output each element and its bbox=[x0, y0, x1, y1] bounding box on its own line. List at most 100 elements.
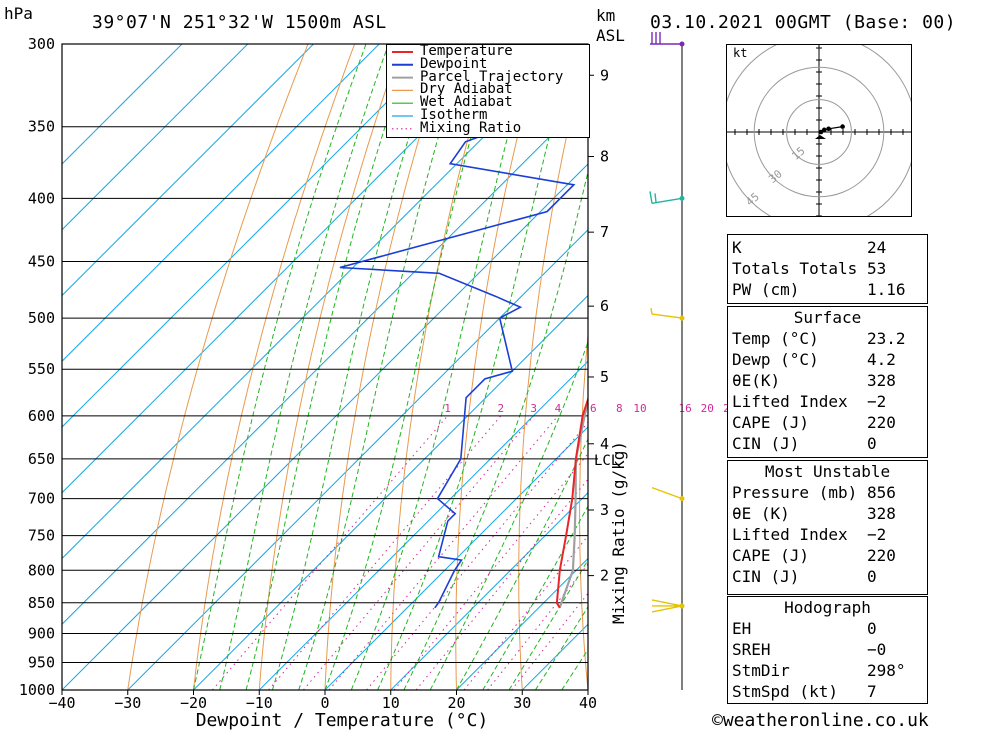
dry-adiabat-line bbox=[639, 35, 683, 690]
table-row: StmSpd (kt) 7 bbox=[728, 681, 927, 702]
isotherm-line bbox=[456, 557, 588, 690]
row-value: −2 bbox=[867, 392, 887, 411]
temperature-line bbox=[555, 396, 588, 609]
isotherm-line bbox=[258, 360, 588, 690]
row-value: 0 bbox=[867, 619, 877, 638]
row-value: 23.2 bbox=[867, 329, 906, 348]
pressure-tick-label: 400 bbox=[28, 189, 55, 207]
mixing-ratio-line bbox=[393, 452, 588, 690]
hodograph-ring-label: 15 bbox=[789, 144, 808, 162]
row-label: Lifted Index bbox=[732, 392, 848, 411]
pressure-tick-label: 300 bbox=[28, 35, 55, 53]
row-value: −2 bbox=[867, 525, 887, 544]
row-label: StmSpd (kt) bbox=[732, 682, 838, 701]
pressure-tick-label: 800 bbox=[28, 561, 55, 579]
wet-adiabat-line bbox=[377, 44, 574, 690]
row-value: −0 bbox=[867, 640, 887, 659]
parcel-trajectory-line bbox=[558, 398, 588, 609]
row-value: 4.2 bbox=[867, 350, 896, 369]
dry-adiabat-line bbox=[193, 44, 356, 690]
temperature-tick-label: −30 bbox=[114, 694, 141, 712]
dry-adiabat-line bbox=[579, 329, 588, 690]
mixing-ratio-label: 1 bbox=[444, 402, 451, 415]
wet-adiabat-line bbox=[429, 340, 588, 690]
isotherm-line bbox=[62, 44, 183, 165]
hodograph-point bbox=[818, 129, 824, 135]
hodograph-point bbox=[826, 126, 831, 132]
lcl-label: LCL bbox=[594, 453, 619, 469]
most-unstable-table: Pressure (mb) 856 θE (K) 328 Lifted Index −2 C… bbox=[728, 482, 927, 587]
dry-adiabat-line bbox=[390, 44, 495, 690]
hodograph-ring bbox=[786, 99, 852, 165]
station-location: 39°07'N 251°32'W 1500m ASL bbox=[92, 12, 387, 33]
credit-link[interactable]: ©weatheronline.co.uk bbox=[712, 710, 929, 731]
row-value: 328 bbox=[867, 371, 896, 390]
temperature-tick-label: 0 bbox=[320, 694, 329, 712]
temperature-tick-label: 40 bbox=[579, 694, 597, 712]
isotherm-line bbox=[62, 44, 314, 297]
height-tick-label: 9 bbox=[600, 66, 609, 84]
row-label: Temp (°C) bbox=[732, 329, 819, 348]
hodograph-unit: kt bbox=[733, 46, 748, 60]
pressure-tick-label: 500 bbox=[28, 309, 55, 327]
row-label: Dewp (°C) bbox=[732, 350, 819, 369]
row-value: 7 bbox=[867, 682, 877, 701]
row-value: 53 bbox=[867, 259, 887, 278]
row-value: 0 bbox=[867, 567, 877, 586]
legend-item: Isotherm bbox=[420, 106, 488, 123]
temperature-tick-label: −10 bbox=[246, 694, 273, 712]
dry-adiabat-line bbox=[127, 44, 309, 690]
background-lines bbox=[62, 35, 1000, 690]
most-unstable-box: Most Unstable Pressure (mb) 856 θE (K) 328 L… bbox=[727, 460, 928, 595]
temperature-tick-label: −40 bbox=[48, 694, 75, 712]
hodograph-point bbox=[821, 127, 827, 133]
wet-adiabat-line bbox=[403, 169, 588, 690]
dry-adiabat-line bbox=[958, 35, 1000, 690]
mixing-ratio-line bbox=[268, 415, 502, 690]
table-row: θE (K) 328 bbox=[728, 503, 927, 524]
mixing-ratio-label: 3 bbox=[530, 402, 537, 415]
legend-swatches bbox=[392, 51, 413, 130]
mixing-ratio-label: 2 bbox=[497, 402, 504, 415]
isotherm-line bbox=[62, 44, 380, 362]
isotherm-line bbox=[62, 44, 577, 560]
pressure-tick-label: 1000 bbox=[19, 681, 55, 699]
mixing-ratio-line bbox=[212, 415, 448, 690]
pressure-tick-label: 350 bbox=[28, 118, 55, 136]
plot-frame bbox=[61, 43, 589, 691]
isotherm-line bbox=[62, 44, 446, 428]
hodograph-stats-title: Hodograph bbox=[784, 598, 871, 617]
temperature-tick-labels: −40 −30 −20 −10 0 10 20 30 40 bbox=[48, 690, 597, 712]
dry-adiabat-line bbox=[258, 44, 402, 690]
x-axis-label: Dewpoint / Temperature (°C) bbox=[196, 710, 489, 731]
isotherm-line bbox=[62, 44, 249, 231]
mixing-ratio-label: 10 bbox=[633, 402, 646, 415]
row-label: Lifted Index bbox=[732, 525, 848, 544]
height-tick-label: 5 bbox=[600, 368, 609, 386]
mixing-ratio-labels: 12346810162025 bbox=[444, 402, 736, 415]
row-label: StmDir bbox=[732, 661, 790, 680]
wind-barb bbox=[651, 486, 683, 500]
table-row: PW (cm) 1.16 bbox=[728, 279, 927, 300]
pressure-tick-label: 950 bbox=[28, 653, 55, 671]
row-label: SREH bbox=[732, 640, 771, 659]
wet-adiabat-line bbox=[271, 44, 439, 690]
table-row: CIN (J) 0 bbox=[728, 566, 927, 587]
isotherm-line bbox=[62, 163, 588, 690]
height-tick-label: 4 bbox=[600, 435, 609, 453]
storm-motion-marker bbox=[815, 135, 826, 139]
mixing-ratio-label: 20 bbox=[701, 402, 714, 415]
profiles bbox=[339, 44, 588, 609]
row-value: 220 bbox=[867, 546, 896, 565]
hodograph-ring bbox=[753, 66, 885, 198]
asl-axis-label: ASL bbox=[596, 26, 625, 45]
isotherm-line bbox=[62, 97, 588, 625]
wind-barb bbox=[650, 307, 683, 319]
mixing-ratio-label: 6 bbox=[590, 402, 597, 415]
dry-adiabat-line bbox=[696, 35, 729, 690]
height-tick-label: 7 bbox=[600, 223, 609, 241]
table-row: SREH −0 bbox=[728, 639, 927, 660]
row-value: 220 bbox=[867, 413, 896, 432]
